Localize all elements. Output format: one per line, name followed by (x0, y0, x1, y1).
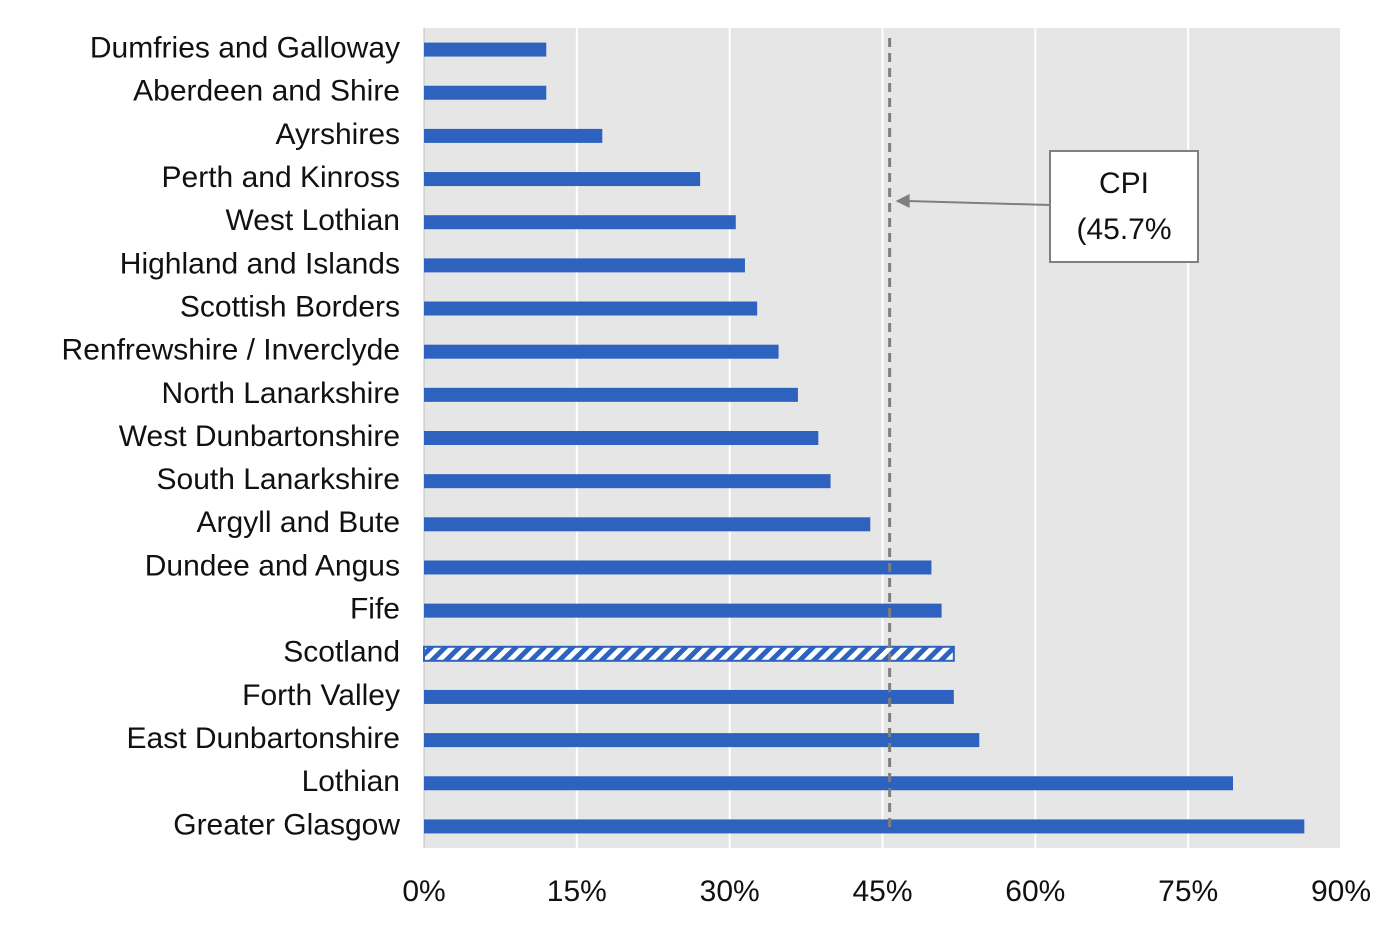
bar (424, 776, 1233, 791)
y-tick-label: West Lothian (225, 204, 400, 237)
annotation-arrow (907, 200, 1051, 206)
x-tick-label: 75% (1158, 875, 1218, 908)
y-tick-label: Dumfries and Galloway (90, 32, 400, 65)
bar (424, 603, 942, 618)
y-tick-label: East Dunbartonshire (127, 722, 401, 755)
y-tick-label: Argyll and Bute (197, 506, 400, 539)
bar (424, 689, 954, 704)
bar (424, 85, 547, 100)
bar (423, 645, 955, 662)
x-tick-label: 15% (547, 875, 607, 908)
bar (424, 344, 779, 359)
y-tick-label: Aberdeen and Shire (133, 75, 400, 108)
y-tick-label: South Lanarkshire (157, 463, 401, 496)
bar (424, 258, 745, 273)
x-tick-label: 90% (1311, 875, 1371, 908)
bar (424, 517, 871, 532)
y-tick-label: Scotland (283, 636, 400, 669)
bar (424, 819, 1305, 834)
annotation-arrowhead (895, 194, 910, 208)
bar (424, 387, 798, 402)
y-tick-label: West Dunbartonshire (119, 420, 400, 453)
bar (424, 474, 831, 489)
y-tick-label: Highland and Islands (120, 247, 400, 280)
bar (424, 128, 603, 143)
y-tick-label: North Lanarkshire (162, 377, 400, 410)
x-tick-label: 30% (700, 875, 760, 908)
annotation-text: (45.7% (1076, 213, 1171, 246)
annotation-text: CPI (1099, 167, 1149, 200)
bar (424, 733, 980, 748)
y-tick-label: Fife (350, 593, 400, 626)
y-tick-label: Lothian (302, 765, 400, 798)
y-tick-label: Perth and Kinross (162, 161, 400, 194)
x-tick-label: 0% (402, 875, 445, 908)
y-tick-label: Forth Valley (242, 679, 400, 712)
y-tick-label: Scottish Borders (180, 290, 400, 323)
annotation-box (1049, 150, 1199, 263)
bar (424, 431, 819, 445)
bar (424, 42, 547, 57)
y-tick-label: Ayrshires (276, 118, 400, 151)
x-tick-label: 60% (1005, 875, 1065, 908)
x-tick-label: 45% (852, 875, 912, 908)
bar (424, 560, 932, 575)
bar (424, 215, 736, 230)
bar (424, 301, 758, 316)
y-tick-label: Renfrewshire / Inverclyde (62, 334, 400, 367)
y-tick-label: Dundee and Angus (145, 549, 400, 582)
y-tick-label: Greater Glasgow (173, 808, 400, 841)
bar (424, 172, 701, 187)
